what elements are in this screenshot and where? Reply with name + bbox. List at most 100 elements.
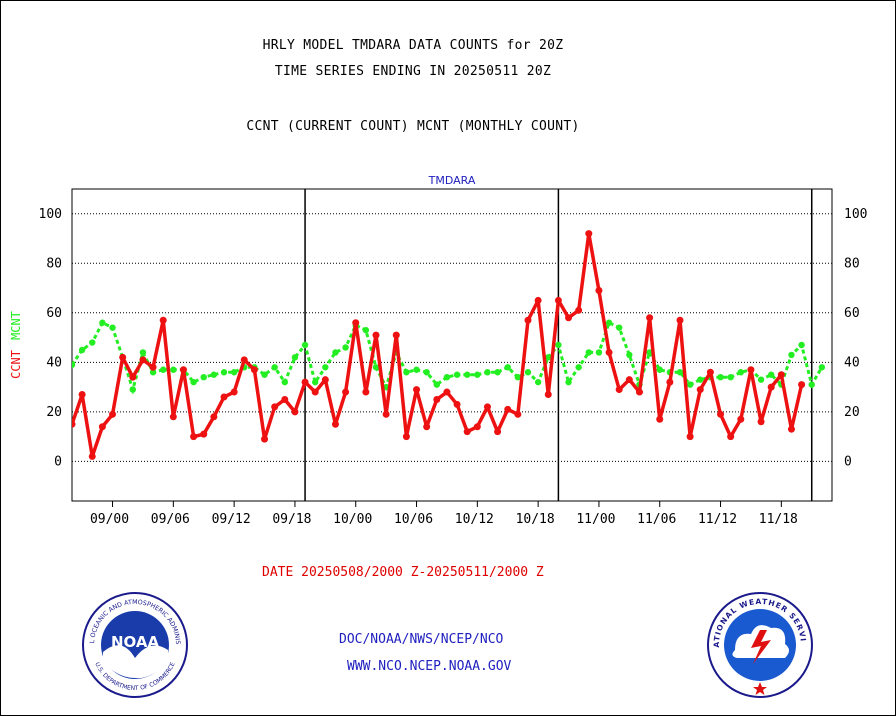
mcnt-point-46 [534, 378, 542, 386]
ccnt-point-66 [737, 415, 745, 423]
mcnt-point-58 [656, 366, 663, 373]
mcnt-point-45 [524, 369, 532, 376]
y-tick-left-60: 60 [46, 306, 62, 321]
ccnt-point-70 [777, 371, 785, 379]
chart-title: TMDARA [428, 174, 476, 187]
chart-header-line-3: CCNT (CURRENT COUNT) MCNT (MONTHLY COUNT… [246, 119, 580, 134]
x-tick-label-11: 11/18 [759, 512, 798, 527]
mcnt-point-4 [109, 324, 116, 331]
mcnt-point-53 [605, 319, 613, 326]
website-link[interactable]: WWW.NCO.NCEP.NOAA.GOV [347, 659, 512, 674]
mcnt-point-19 [261, 371, 268, 378]
mcnt-point-13 [200, 373, 207, 381]
ccnt-point-10 [169, 413, 177, 421]
ccnt-point-67 [747, 366, 755, 374]
y-tick-left-40: 40 [46, 355, 62, 370]
ccnt-point-57 [646, 314, 654, 322]
chart-header-line-1: HRLY MODEL TMDARA DATA COUNTS for 20Z [262, 38, 564, 53]
ccnt-point-0 [72, 420, 76, 428]
ccnt-point-40 [473, 423, 481, 431]
y-tick-right-80: 80 [844, 256, 860, 271]
ccnt-point-12 [190, 433, 198, 441]
ccnt-point-48 [554, 296, 562, 304]
ccnt-point-43 [504, 405, 512, 413]
mcnt-point-50 [575, 364, 582, 371]
date-range-label: DATE 20250508/2000 Z-20250511/2000 Z [262, 565, 544, 580]
ccnt-point-63 [706, 368, 714, 376]
nws-logo: NATIONAL WEATHER SERVICE [705, 590, 813, 698]
ccnt-point-59 [666, 378, 674, 386]
ccnt-point-4 [109, 410, 117, 418]
mcnt-point-35 [423, 369, 430, 376]
mcnt-point-2 [89, 339, 96, 346]
y-tick-left-100: 100 [39, 207, 62, 222]
y-tick-right-0: 0 [844, 454, 852, 469]
ccnt-point-39 [463, 428, 471, 436]
x-tick-label-9: 11/06 [637, 512, 676, 527]
ccnt-point-64 [717, 410, 725, 418]
ccnt-point-52 [595, 287, 603, 295]
mcnt-point-62 [697, 376, 704, 383]
mcnt-point-14 [210, 371, 218, 378]
ccnt-point-13 [200, 430, 208, 438]
x-tick-label-6: 10/12 [455, 512, 494, 527]
ccnt-point-19 [261, 435, 269, 443]
mcnt-point-68 [757, 376, 765, 383]
x-tick-label-10: 11/12 [698, 512, 737, 527]
mcnt-point-52 [595, 349, 603, 356]
ccnt-point-5 [119, 353, 127, 361]
x-tick-label-3: 09/18 [272, 512, 311, 527]
mcnt-point-48 [555, 341, 562, 349]
mcnt-point-64 [717, 373, 724, 381]
ccnt-point-37 [443, 388, 451, 396]
ccnt-point-62 [696, 386, 704, 394]
mcnt-point-12 [190, 378, 197, 386]
mcnt-point-21 [281, 378, 288, 386]
ccnt-point-32 [392, 331, 400, 339]
ccnt-point-28 [352, 319, 360, 327]
mcnt-point-38 [453, 371, 461, 378]
mcnt-point-49 [565, 378, 572, 386]
ccnt-point-31 [382, 410, 390, 418]
ccnt-point-24 [311, 388, 319, 396]
ccnt-point-14 [210, 413, 218, 421]
mcnt-point-8 [149, 369, 157, 376]
ccnt-point-17 [240, 356, 248, 364]
mcnt-point-1 [78, 346, 86, 354]
ccnt-point-29 [362, 388, 370, 396]
series-ccnt [72, 230, 806, 460]
mcnt-point-72 [798, 341, 805, 349]
series-mcnt-line [72, 320, 824, 395]
mcnt-point-69 [768, 371, 775, 378]
y-axis-label-group: CCNT MCNT [9, 311, 23, 379]
ccnt-point-60 [676, 316, 684, 324]
ccnt-point-35 [423, 423, 431, 431]
ccnt-point-1 [78, 391, 86, 399]
ccnt-point-45 [524, 316, 532, 324]
ccnt-point-33 [402, 433, 410, 441]
ccnt-point-44 [514, 410, 522, 418]
x-tick-label-0: 09/00 [90, 512, 129, 527]
mcnt-point-25 [322, 364, 329, 371]
ccnt-point-54 [615, 386, 623, 394]
y-tick-right-40: 40 [844, 355, 860, 370]
x-tick-label-4: 10/00 [333, 512, 372, 527]
mcnt-point-36 [433, 381, 440, 388]
mcnt-point-20 [271, 364, 278, 371]
org-label: DOC/NOAA/NWS/NCEP/NCO [339, 632, 504, 647]
mcnt-point-0 [72, 361, 76, 369]
mcnt-point-10 [170, 366, 177, 373]
ccnt-point-34 [413, 386, 421, 394]
ccnt-point-72 [798, 381, 806, 389]
mcnt-point-44 [514, 373, 522, 381]
mcnt-point-47 [545, 354, 552, 361]
ccnt-point-2 [88, 452, 96, 460]
mcnt-point-26 [332, 349, 339, 356]
ccnt-point-25 [321, 376, 329, 384]
y-axis-label: CCNT MCNT [9, 311, 23, 379]
mcnt-point-61 [686, 381, 694, 388]
mcnt-point-27 [342, 344, 349, 351]
noaa-logo-text: NOAA [111, 633, 160, 651]
ccnt-point-50 [575, 306, 583, 314]
mcnt-point-30 [372, 364, 380, 371]
